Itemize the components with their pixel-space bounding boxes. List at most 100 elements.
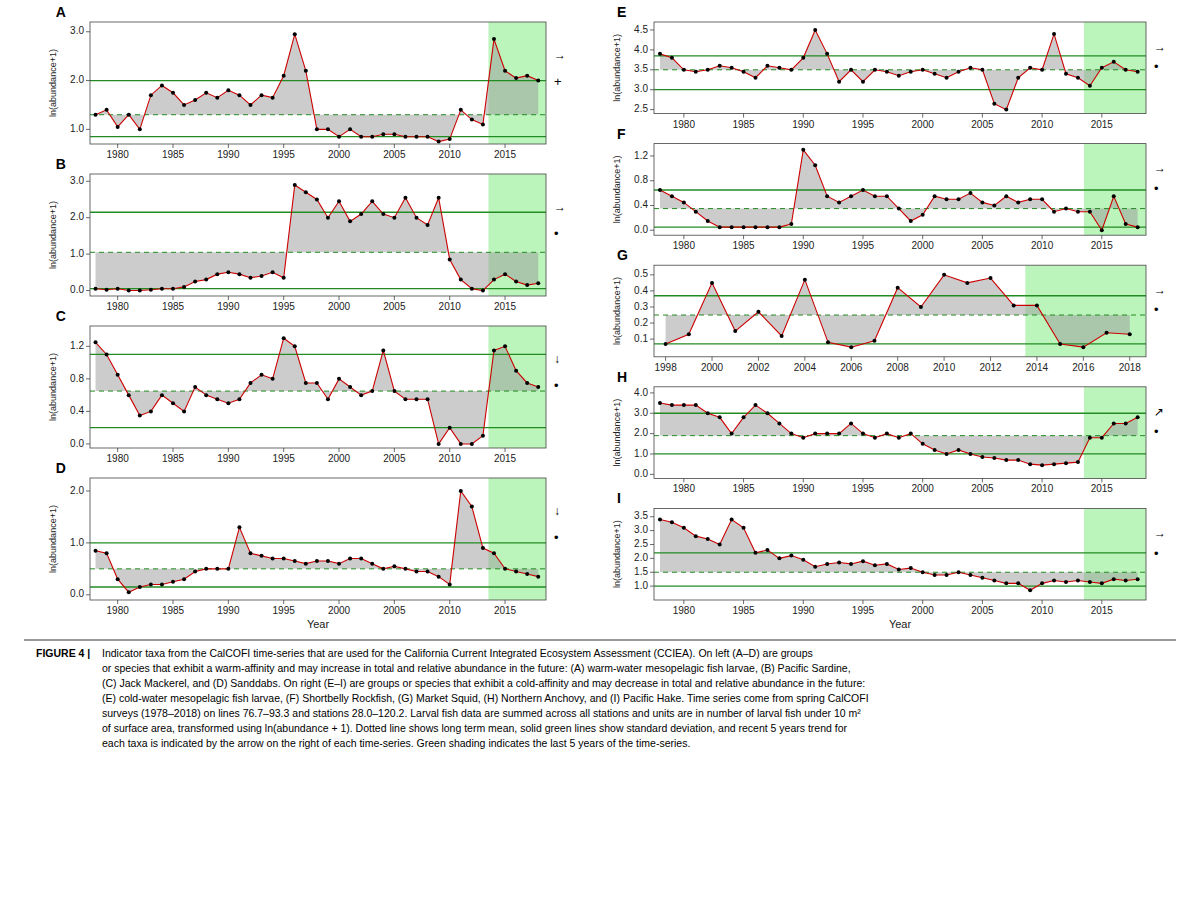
- data-point: [706, 219, 710, 223]
- x-tick-label: 1980: [107, 301, 130, 312]
- plot-frame: [654, 22, 1146, 114]
- plot-area: [654, 265, 1146, 357]
- data-point: [945, 452, 949, 456]
- x-tick: [743, 235, 744, 239]
- data-point: [742, 415, 746, 419]
- background: [0, 0, 1200, 901]
- y-tick: [650, 29, 654, 30]
- data-point: [1100, 66, 1104, 70]
- x-tick-label: 1990: [792, 119, 815, 130]
- trend-symbol: →: [1154, 161, 1166, 175]
- data-point: [94, 340, 98, 344]
- data-point: [921, 68, 925, 72]
- data-point: [1088, 580, 1092, 584]
- plot-background: [654, 387, 1146, 479]
- x-tick: [803, 478, 804, 482]
- data-point: [965, 281, 969, 285]
- deviation-area: [96, 185, 539, 291]
- data-point: [897, 567, 901, 571]
- data-point: [326, 397, 330, 401]
- x-tick: [394, 144, 395, 148]
- data-point: [1052, 32, 1056, 36]
- data-point: [837, 432, 841, 436]
- mean-line: [90, 568, 546, 569]
- y-tick-label: 0.0: [634, 224, 648, 235]
- y-tick: [86, 181, 90, 182]
- y-tick-label: 2.5: [634, 103, 648, 114]
- data-point: [415, 397, 419, 401]
- data-point: [116, 287, 120, 291]
- data-point: [813, 565, 817, 569]
- last-symbol: •: [1154, 302, 1159, 317]
- x-tick-label: 1980: [107, 453, 130, 464]
- x-tick-label: 1980: [673, 240, 696, 251]
- data-point: [921, 570, 925, 574]
- x-tick: [173, 600, 174, 604]
- y-tick: [650, 180, 654, 181]
- data-point: [718, 225, 722, 229]
- y-axis-label: ln(abundance+1): [612, 277, 622, 345]
- data-point: [127, 289, 131, 293]
- data-point: [664, 342, 668, 346]
- caption-line: (C) Jack Mackerel, and (D) Sanddabs. On …: [102, 677, 865, 689]
- sd-line: [90, 212, 546, 213]
- data-point: [885, 194, 889, 198]
- data-point: [837, 80, 841, 84]
- last-symbol: •: [1154, 181, 1159, 196]
- y-tick: [650, 69, 654, 70]
- x-tick-label: 1985: [162, 301, 185, 312]
- data-point: [337, 199, 341, 203]
- data-point: [503, 344, 507, 348]
- data-point: [706, 411, 710, 415]
- last-symbol: •: [554, 530, 559, 545]
- data-point: [682, 403, 686, 407]
- x-tick-label: 2015: [1091, 605, 1114, 616]
- data-point: [730, 66, 734, 70]
- x-tick: [1042, 114, 1043, 118]
- panel-label: E: [617, 4, 626, 20]
- x-tick: [449, 448, 450, 452]
- data-point: [885, 562, 889, 566]
- panel: 0.01.02.01980198519901995200020052010201…: [48, 460, 560, 630]
- data-point: [470, 442, 474, 446]
- x-tick-label: 2000: [912, 605, 935, 616]
- data-point: [873, 436, 877, 440]
- data-point: [957, 448, 961, 452]
- data-point: [293, 32, 297, 36]
- last-symbol: •: [1154, 59, 1159, 74]
- data-point: [861, 80, 865, 84]
- data-point: [160, 287, 164, 291]
- data-point: [849, 194, 853, 198]
- data-point: [765, 548, 769, 552]
- mean-line: [90, 252, 546, 253]
- plot-frame: [654, 508, 1146, 600]
- x-tick-label: 2012: [979, 362, 1002, 373]
- caption-line: of surface area, transformed using ln(ab…: [102, 722, 848, 734]
- x-tick-label: 2004: [794, 362, 817, 373]
- data-point: [980, 576, 984, 580]
- x-tick-label: 2000: [912, 483, 935, 494]
- data-point: [470, 505, 474, 509]
- x-tick-label: 2015: [1091, 483, 1114, 494]
- data-point: [801, 558, 805, 562]
- x-tick-label: 2000: [328, 301, 351, 312]
- data-point: [149, 582, 153, 586]
- data-point: [260, 93, 264, 97]
- y-tick-label: 1.0: [634, 580, 648, 591]
- data-point: [1136, 70, 1140, 74]
- x-tick-label: 2005: [971, 119, 994, 130]
- data-point: [789, 554, 793, 558]
- x-tick-label: 2000: [328, 453, 351, 464]
- plot-background: [90, 174, 546, 296]
- x-tick-label: 1990: [217, 301, 240, 312]
- x-tick-label: 1990: [217, 605, 240, 616]
- data-point: [861, 188, 865, 192]
- x-tick-label: 2000: [912, 240, 935, 251]
- plot-background: [90, 22, 546, 144]
- data-point: [293, 183, 297, 187]
- data-point: [658, 188, 662, 192]
- x-tick: [1101, 600, 1102, 604]
- x-tick-label: 1995: [852, 119, 875, 130]
- data-point: [403, 196, 407, 200]
- data-point: [682, 68, 686, 72]
